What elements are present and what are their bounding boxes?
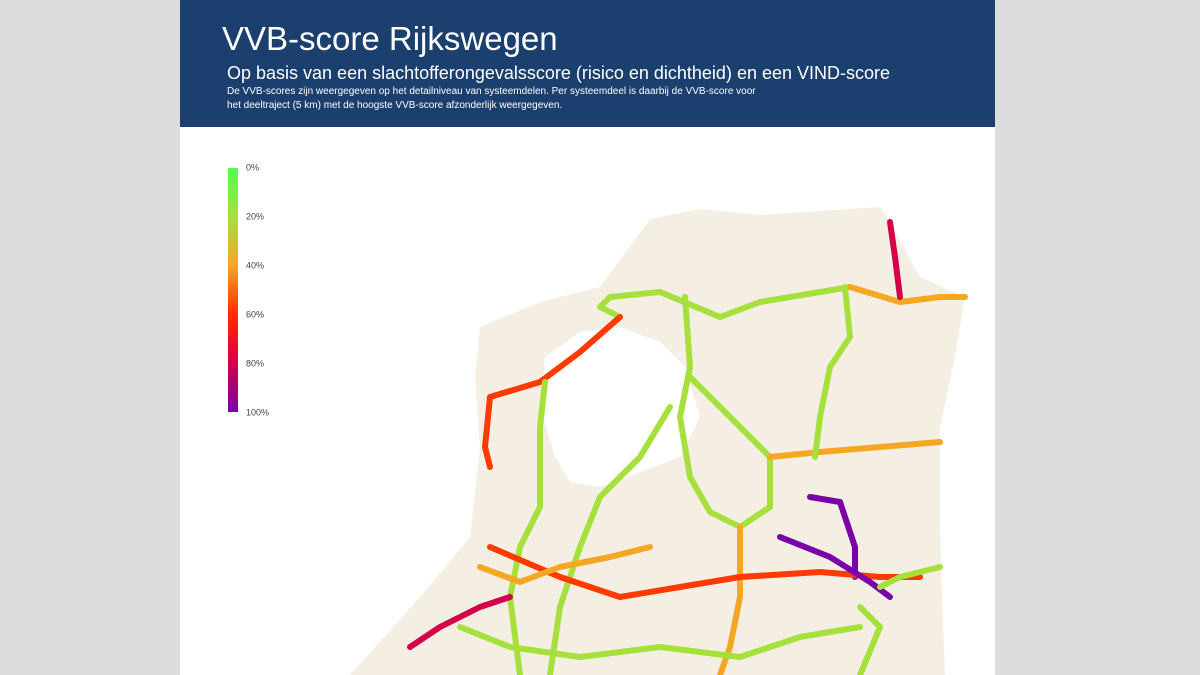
colorbar [228,168,238,412]
colorbar-label: 20% [246,211,264,221]
colorbar-label: 40% [246,260,264,270]
description: De VVB-scores zijn weergegeven op het de… [227,86,756,97]
title: VVB-score Rijkswegen [222,20,558,57]
page: VVB-score Rijkswegen Op basis van een sl… [180,0,995,675]
subtitle: Op basis van een slachtofferongevalsscor… [227,63,891,83]
header: VVB-score Rijkswegen Op basis van een sl… [180,0,995,127]
lake [540,327,700,487]
colorbar-label: 80% [246,358,264,368]
colorbar-labels: 0% 20% 40% 60% 80% 100% [246,162,269,417]
description: het deeltraject (5 km) met de hoogste VV… [227,100,563,111]
roads [407,219,968,675]
colorbar-label: 100% [246,407,269,417]
colorbar-label: 0% [246,162,259,172]
colorbar-label: 60% [246,309,264,319]
map: 0% 20% 40% 60% 80% 100% [228,162,968,675]
